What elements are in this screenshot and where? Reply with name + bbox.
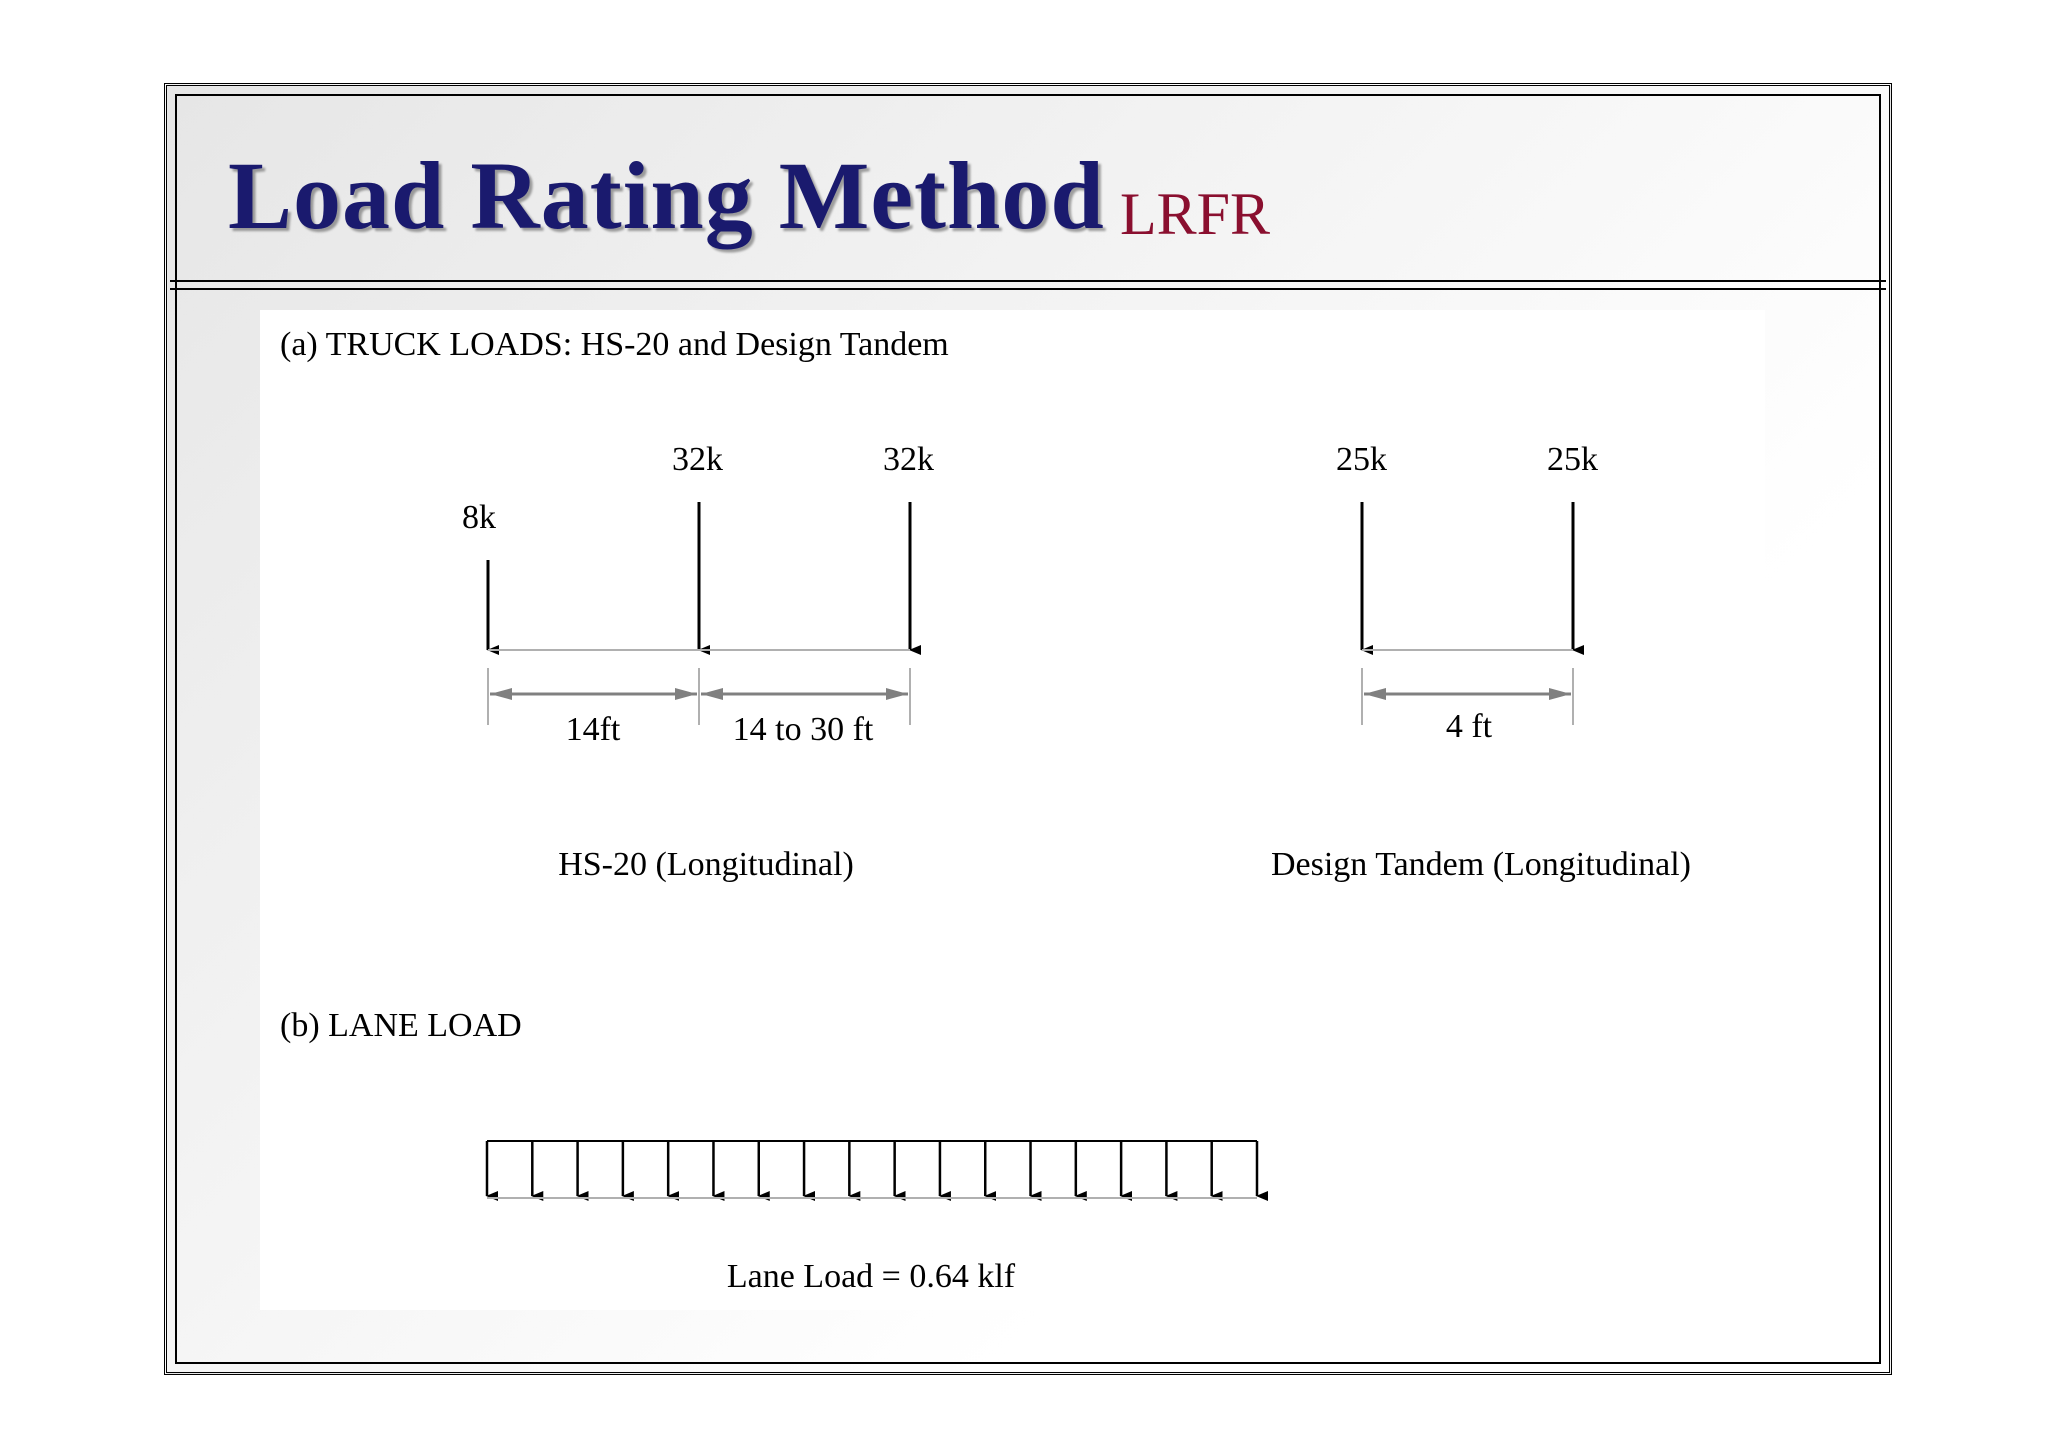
hs20-load-label-2: 32k [672, 441, 723, 478]
title-divider [170, 280, 1886, 290]
lane-load-diagram: Lane Load = 0.64 klf [485, 1140, 1268, 1295]
page-subtitle: LRFR [1120, 181, 1271, 247]
slide-inner-frame [175, 94, 1881, 1364]
hs20-load-label-3: 32k [883, 441, 934, 478]
lane-load-heading: (b) LANE LOAD [280, 1007, 522, 1044]
content-panel [260, 310, 1765, 1310]
tandem-load-label-1: 25k [1336, 441, 1387, 478]
page-title: Load Rating Method [228, 142, 1105, 249]
tandem-spacing-label: 4 ft [1446, 708, 1493, 745]
hs20-load-label-1: 8k [462, 499, 496, 536]
truck-loads-heading: (a) TRUCK LOADS: HS-20 and Design Tandem [280, 326, 949, 363]
hs20-spacing-label-2: 14 to 30 ft [733, 711, 874, 748]
tandem-diagram: 25k 25k 4 ft Design Tandem (Longitudinal… [1271, 441, 1691, 883]
lane-load-arrows [485, 1141, 1268, 1201]
tandem-caption: Design Tandem (Longitudinal) [1271, 846, 1691, 883]
tandem-load-label-2: 25k [1547, 441, 1598, 478]
lane-load-caption: Lane Load = 0.64 klf [727, 1258, 1016, 1295]
hs20-diagram: 8k 32k 32k 14ft 14 to 30 ft HS-20 (Longi… [462, 441, 934, 883]
hs20-spacing-label-1: 14ft [566, 711, 621, 748]
hs20-caption: HS-20 (Longitudinal) [558, 846, 854, 883]
